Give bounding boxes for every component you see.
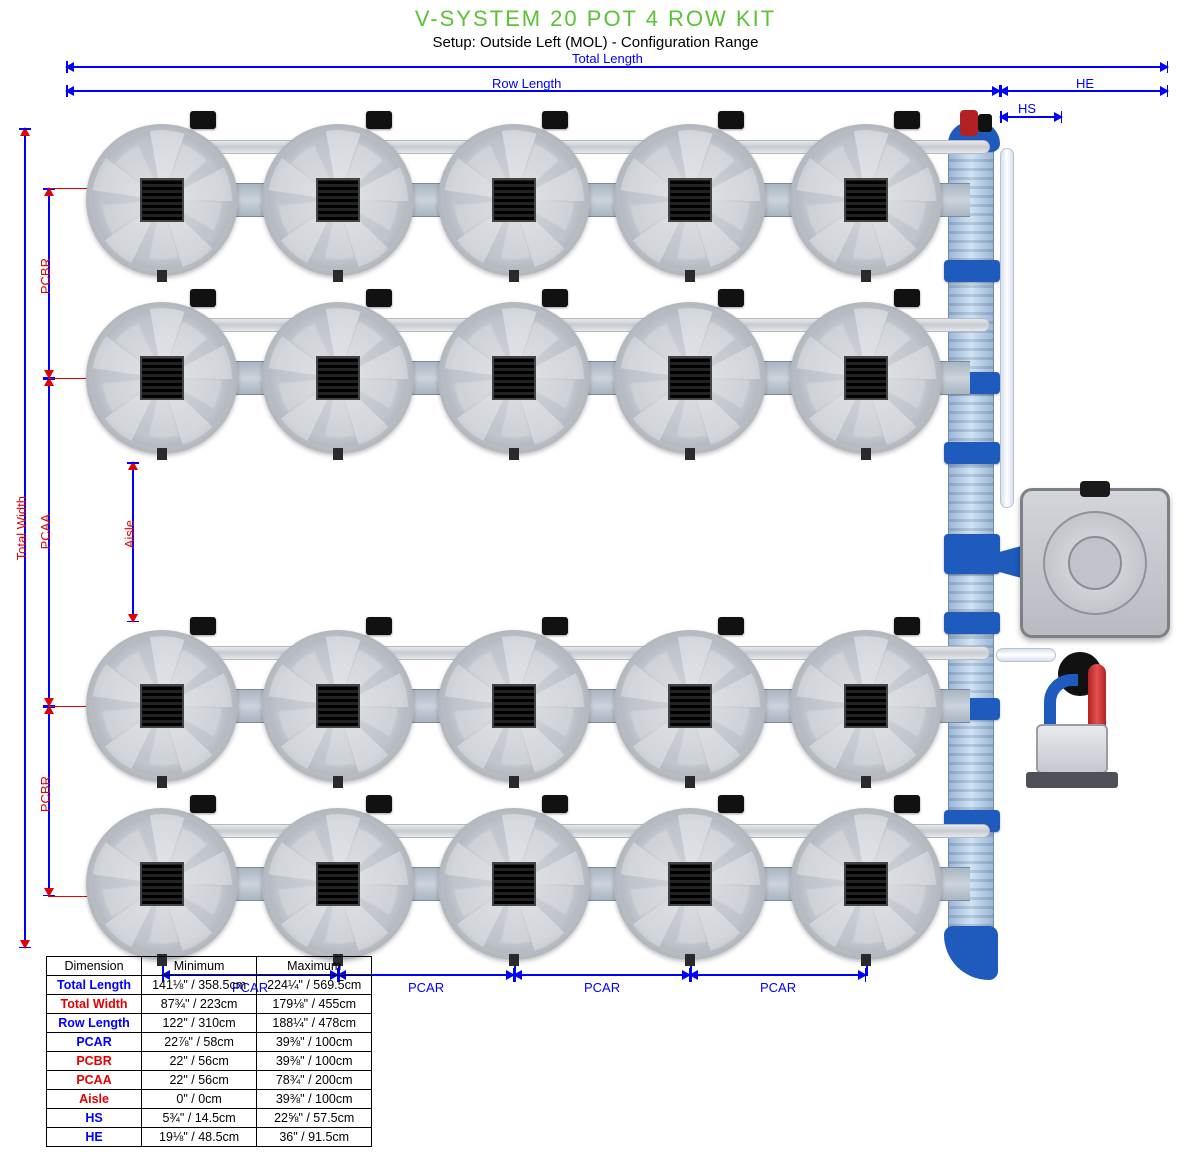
dim-total-length bbox=[66, 66, 1168, 68]
dim-label: PCAR bbox=[47, 1033, 142, 1052]
dim-max: 179⅛" / 455cm bbox=[257, 995, 372, 1014]
manifold-elbow bbox=[944, 926, 998, 980]
dim-max: 78¾" / 200cm bbox=[257, 1071, 372, 1090]
pot bbox=[86, 124, 238, 276]
end-valve-red bbox=[960, 110, 978, 136]
dim-min: 22⅞" / 58cm bbox=[142, 1033, 257, 1052]
label-pcar: PCAR bbox=[758, 980, 798, 995]
pot bbox=[262, 808, 414, 960]
dim-max: 39⅜" / 100cm bbox=[257, 1052, 372, 1071]
label-pcbr-2: PCBR bbox=[36, 776, 55, 812]
pot bbox=[614, 808, 766, 960]
dim-pcar bbox=[514, 974, 690, 976]
feed-tube bbox=[1000, 148, 1014, 508]
dim-min: 22" / 56cm bbox=[142, 1071, 257, 1090]
pot bbox=[790, 630, 942, 782]
dim-min: 0" / 0cm bbox=[142, 1090, 257, 1109]
pot bbox=[262, 124, 414, 276]
dim-pcar bbox=[690, 974, 866, 976]
pump-feed bbox=[996, 648, 1056, 662]
pot bbox=[614, 302, 766, 454]
dim-hs bbox=[1000, 116, 1062, 118]
pot bbox=[790, 124, 942, 276]
pot bbox=[438, 302, 590, 454]
th-max: Maximum bbox=[257, 957, 372, 976]
dim-min: 5¾" / 14.5cm bbox=[142, 1109, 257, 1128]
label-total-length: Total Length bbox=[570, 51, 645, 66]
dim-min: 22" / 56cm bbox=[142, 1052, 257, 1071]
dim-label: PCAA bbox=[47, 1071, 142, 1090]
label-he: HE bbox=[1074, 76, 1096, 91]
end-valve-black bbox=[978, 114, 992, 132]
pot bbox=[614, 124, 766, 276]
label-hs: HS bbox=[1016, 101, 1038, 116]
dim-min: 19⅛" / 48.5cm bbox=[142, 1128, 257, 1147]
pot bbox=[438, 808, 590, 960]
label-pcbr-1: PCBR bbox=[36, 258, 55, 294]
pot bbox=[86, 630, 238, 782]
dim-label: PCBR bbox=[47, 1052, 142, 1071]
dim-label: HE bbox=[47, 1128, 142, 1147]
label-aisle: Aisle bbox=[120, 520, 139, 548]
pot bbox=[438, 124, 590, 276]
dim-max: 22⅝" / 57.5cm bbox=[257, 1109, 372, 1128]
label-pcar: PCAR bbox=[582, 980, 622, 995]
dim-min: 87¾" / 223cm bbox=[142, 995, 257, 1014]
dim-max: 39⅜" / 100cm bbox=[257, 1033, 372, 1052]
page-subtitle: Setup: Outside Left (MOL) - Configuratio… bbox=[0, 32, 1191, 51]
label-total-width: Total Width bbox=[12, 496, 31, 560]
dim-max: 224¼" / 569.5cm bbox=[257, 976, 372, 995]
dimensions-table: Dimension Minimum Maximum Total Length14… bbox=[46, 956, 372, 1147]
pot bbox=[438, 630, 590, 782]
pot bbox=[86, 808, 238, 960]
pot bbox=[262, 630, 414, 782]
dim-label: HS bbox=[47, 1109, 142, 1128]
dim-max: 39⅜" / 100cm bbox=[257, 1090, 372, 1109]
dim-label: Aisle bbox=[47, 1090, 142, 1109]
dim-label: Total Width bbox=[47, 995, 142, 1014]
pot bbox=[790, 302, 942, 454]
pump bbox=[1026, 664, 1116, 774]
pot bbox=[614, 630, 766, 782]
diagram-area: Total Length Row Length HE HS Total Widt… bbox=[20, 56, 1170, 976]
dim-min: 122" / 310cm bbox=[142, 1014, 257, 1033]
dim-label: Total Length bbox=[47, 976, 142, 995]
dim-max: 36" / 91.5cm bbox=[257, 1128, 372, 1147]
th-dim: Dimension bbox=[47, 957, 142, 976]
pot bbox=[86, 302, 238, 454]
label-row-length: Row Length bbox=[490, 76, 563, 91]
label-pcaa: PCAA bbox=[36, 514, 55, 549]
reservoir bbox=[1020, 488, 1170, 638]
pot bbox=[790, 808, 942, 960]
dim-label: Row Length bbox=[47, 1014, 142, 1033]
dim-min: 141⅛" / 358.5cm bbox=[142, 976, 257, 995]
page-title: V-SYSTEM 20 POT 4 ROW KIT bbox=[0, 0, 1191, 32]
dim-max: 188¼" / 478cm bbox=[257, 1014, 372, 1033]
th-min: Minimum bbox=[142, 957, 257, 976]
label-pcar: PCAR bbox=[406, 980, 446, 995]
pot bbox=[262, 302, 414, 454]
